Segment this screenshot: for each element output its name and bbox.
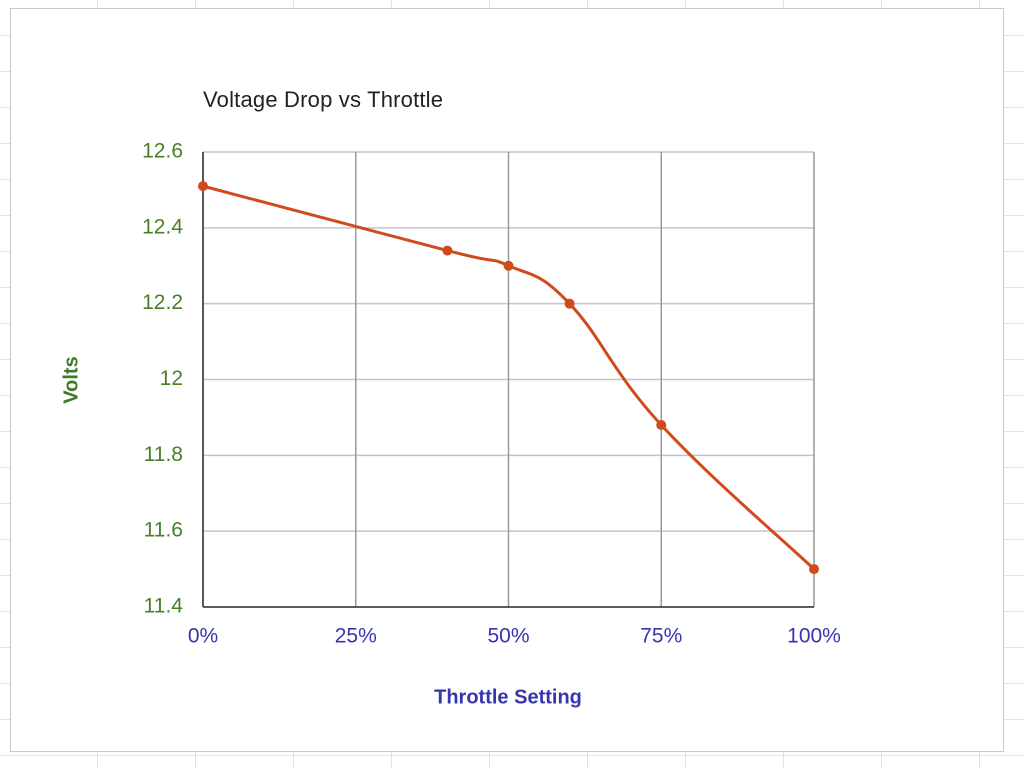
x-tick-label: 0% xyxy=(188,625,218,648)
x-tick-label: 100% xyxy=(787,625,841,648)
data-point xyxy=(503,260,514,271)
x-tick-label: 25% xyxy=(335,625,377,648)
series-line xyxy=(202,184,816,571)
y-tick-label: 12.4 xyxy=(142,215,183,238)
x-tick-label: 50% xyxy=(487,625,529,648)
x-tick-label: 75% xyxy=(640,625,682,648)
y-tick-label: 11.4 xyxy=(144,595,184,618)
y-tick-label: 11.6 xyxy=(144,519,183,542)
y-tick-label: 11.8 xyxy=(144,443,183,466)
y-tick-label: 12.6 xyxy=(142,140,183,163)
y-axis-title: Volts xyxy=(60,356,82,403)
data-point xyxy=(564,298,575,309)
data-point xyxy=(809,564,819,575)
chart-title: Voltage Drop vs Throttle xyxy=(203,87,443,112)
data-point xyxy=(442,245,453,256)
data-point xyxy=(198,181,208,192)
x-axis-title: Throttle Setting xyxy=(434,686,582,708)
y-tick-label: 12.2 xyxy=(142,291,183,314)
data-point xyxy=(656,420,667,430)
y-tick-label: 12 xyxy=(160,367,183,390)
